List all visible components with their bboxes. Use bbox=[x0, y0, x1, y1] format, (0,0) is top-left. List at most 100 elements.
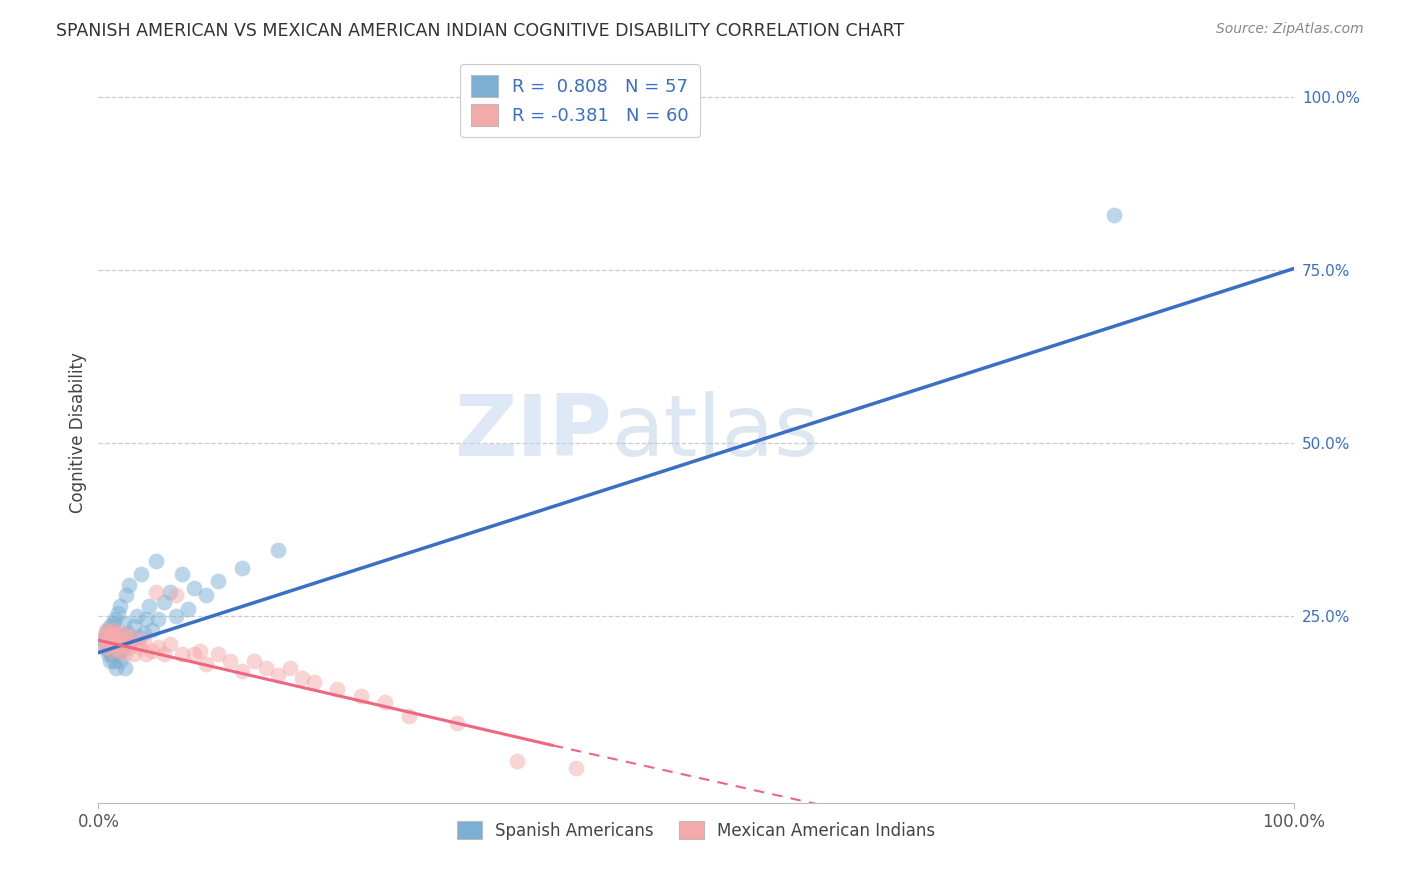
Point bbox=[118, 578, 141, 592]
Point bbox=[148, 640, 170, 654]
Point bbox=[125, 609, 148, 624]
Point bbox=[98, 626, 121, 640]
Point bbox=[93, 640, 115, 654]
Point bbox=[96, 630, 118, 644]
Point bbox=[267, 667, 290, 681]
Point bbox=[98, 633, 122, 648]
Point bbox=[104, 640, 127, 654]
Point bbox=[165, 609, 187, 624]
Point bbox=[98, 630, 122, 644]
Point bbox=[103, 630, 125, 644]
Point bbox=[506, 754, 529, 768]
Point bbox=[105, 661, 128, 675]
Point bbox=[112, 615, 135, 630]
Point bbox=[135, 612, 157, 626]
Point bbox=[124, 619, 146, 633]
Point bbox=[93, 630, 115, 644]
Point bbox=[121, 633, 143, 648]
Point bbox=[350, 689, 373, 703]
Point bbox=[94, 623, 117, 637]
Point bbox=[121, 630, 143, 644]
Point bbox=[129, 640, 152, 654]
Point bbox=[107, 637, 129, 651]
Point bbox=[141, 623, 163, 637]
Point bbox=[132, 626, 155, 640]
Point bbox=[107, 647, 129, 661]
Point bbox=[100, 626, 122, 640]
Point bbox=[124, 647, 146, 661]
Point bbox=[207, 574, 229, 589]
Point bbox=[112, 626, 135, 640]
Point bbox=[231, 560, 253, 574]
Point bbox=[135, 647, 157, 661]
Point bbox=[115, 588, 138, 602]
Point bbox=[132, 633, 155, 648]
Point bbox=[110, 643, 132, 657]
Point bbox=[118, 640, 141, 654]
Point bbox=[101, 643, 124, 657]
Point bbox=[195, 588, 218, 602]
Point bbox=[278, 661, 301, 675]
Point bbox=[100, 626, 122, 640]
Point bbox=[97, 647, 120, 661]
Legend: Spanish Americans, Mexican American Indians: Spanish Americans, Mexican American Indi… bbox=[450, 814, 942, 847]
Point bbox=[219, 654, 242, 668]
Point bbox=[97, 633, 120, 648]
Point bbox=[291, 671, 314, 685]
Point bbox=[93, 637, 115, 651]
Point bbox=[302, 674, 325, 689]
Text: Source: ZipAtlas.com: Source: ZipAtlas.com bbox=[1216, 22, 1364, 37]
Point bbox=[207, 647, 229, 661]
Point bbox=[107, 606, 129, 620]
Point bbox=[107, 633, 129, 648]
Point bbox=[172, 647, 194, 661]
Point bbox=[188, 643, 211, 657]
Point bbox=[254, 661, 277, 675]
Point bbox=[96, 637, 118, 651]
Point bbox=[114, 647, 136, 661]
Point bbox=[97, 626, 120, 640]
Point bbox=[103, 633, 125, 648]
Point bbox=[177, 602, 200, 616]
Point bbox=[115, 637, 138, 651]
Point bbox=[128, 630, 150, 644]
Point bbox=[138, 599, 160, 613]
Point bbox=[97, 623, 120, 637]
Point bbox=[195, 657, 218, 672]
Text: atlas: atlas bbox=[613, 391, 820, 475]
Point bbox=[398, 709, 420, 723]
Point bbox=[117, 633, 139, 648]
Point bbox=[98, 626, 121, 640]
Point bbox=[108, 654, 131, 668]
Point bbox=[111, 630, 134, 644]
Point bbox=[172, 567, 194, 582]
Point bbox=[183, 582, 205, 596]
Point bbox=[114, 661, 136, 675]
Point bbox=[104, 612, 127, 626]
Point bbox=[105, 626, 128, 640]
Point bbox=[374, 696, 396, 710]
Point bbox=[183, 647, 205, 661]
Point bbox=[101, 637, 124, 651]
Point bbox=[98, 619, 122, 633]
Point bbox=[104, 630, 127, 644]
Text: SPANISH AMERICAN VS MEXICAN AMERICAN INDIAN COGNITIVE DISABILITY CORRELATION CHA: SPANISH AMERICAN VS MEXICAN AMERICAN IND… bbox=[56, 22, 904, 40]
Point bbox=[125, 637, 148, 651]
Point bbox=[159, 584, 181, 599]
Point bbox=[165, 588, 187, 602]
Point bbox=[101, 623, 124, 637]
Point bbox=[565, 761, 588, 775]
Point bbox=[153, 647, 176, 661]
Point bbox=[131, 567, 153, 582]
Text: ZIP: ZIP bbox=[454, 391, 613, 475]
Point bbox=[145, 584, 167, 599]
Point bbox=[145, 554, 167, 568]
Point bbox=[93, 633, 115, 648]
Point bbox=[111, 637, 134, 651]
Point bbox=[98, 633, 122, 648]
Point bbox=[100, 643, 122, 657]
Point bbox=[110, 630, 132, 644]
Point bbox=[101, 615, 124, 630]
Point bbox=[148, 612, 170, 626]
Point bbox=[94, 626, 117, 640]
